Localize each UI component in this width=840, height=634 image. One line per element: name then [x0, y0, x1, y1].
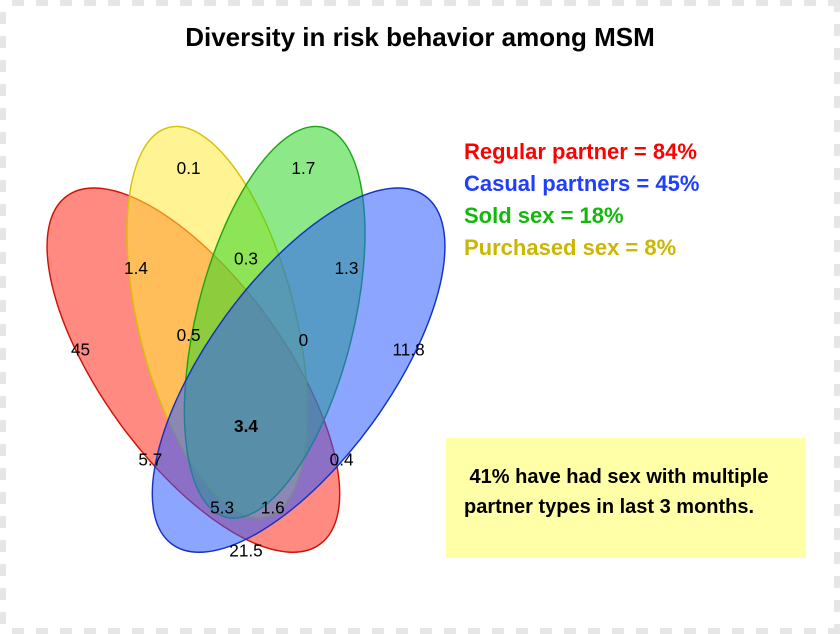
venn-value-r_p_s: 0.5	[177, 325, 201, 345]
venn-value-s_only: 1.7	[291, 158, 315, 178]
venn-svg: 45 0.1 1.7 11.8 1.4 0.3 1.3 21.5 0.5 0 5.3 1.6 5.7 0.…	[26, 86, 466, 616]
venn-value-p_c: 0.4	[330, 450, 354, 470]
legend-item-0: Regular partner = 84%	[464, 136, 804, 168]
venn-value-c_only: 11.8	[392, 340, 424, 360]
venn-value-r_p: 1.4	[124, 258, 148, 278]
venn-value-p_only: 0.1	[177, 158, 201, 178]
legend-item-2: Sold sex = 18%	[464, 200, 804, 232]
venn-value-all: 3.4	[234, 416, 258, 436]
page-title: Diversity in risk behavior among MSM	[6, 22, 834, 53]
venn-value-r_only: 45	[71, 340, 90, 360]
legend: Regular partner = 84%Casual partners = 4…	[464, 136, 804, 264]
venn-diagram: 45 0.1 1.7 11.8 1.4 0.3 1.3 21.5 0.5 0 5.3 1.6 5.7 0.…	[26, 86, 466, 616]
venn-value-p_s: 0.3	[234, 249, 258, 269]
venn-value-r_p_c: 5.3	[210, 497, 234, 517]
venn-value-s_c: 1.3	[334, 258, 358, 278]
venn-value-r_s_c: 1.6	[261, 497, 285, 517]
venn-value-r_s: 5.7	[138, 450, 162, 470]
legend-item-3: Purchased sex = 8%	[464, 232, 804, 264]
slide-canvas: Diversity in risk behavior among MSM 45 0…	[6, 6, 834, 628]
legend-item-1: Casual partners = 45%	[464, 168, 804, 200]
venn-value-r_c: 21.5	[229, 540, 262, 560]
footnote-box: 41% have had sex with multiple partner t…	[446, 438, 806, 558]
venn-value-p_s_c: 0	[299, 330, 309, 350]
